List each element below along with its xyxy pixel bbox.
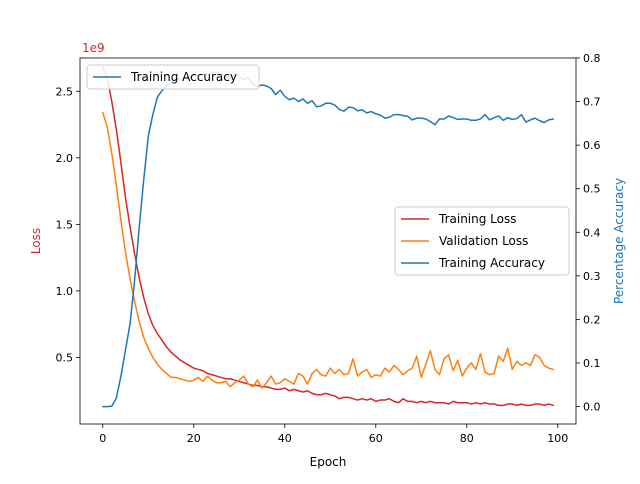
x-axis-label: Epoch (310, 455, 347, 469)
x-tick-label-1: 20 (187, 432, 201, 445)
x-tick-label-2: 40 (278, 432, 292, 445)
x-tick-label-0: 0 (99, 432, 106, 445)
legend-center-right: Training Loss Validation Loss Training A… (394, 206, 570, 276)
right-y-tick-label-3: 0.3 (583, 270, 601, 283)
right-y-tick-label-1: 0.1 (583, 357, 601, 370)
legend-label-validation-loss: Validation Loss (439, 234, 528, 248)
left-scale-text: 1e9 (82, 41, 105, 55)
left-y-tick-label-1: 1.0 (56, 285, 74, 298)
legend-label-training-accuracy-2: Training Accuracy (438, 256, 545, 270)
left-y-tick-label-4: 2.5 (56, 85, 74, 98)
legend-upper-left: Training Accuracy (86, 64, 260, 90)
left-y-tick-label-2: 1.5 (56, 218, 74, 231)
left-y-tick-label-3: 2.0 (56, 152, 74, 165)
right-y-tick-label-0: 0.0 (583, 401, 601, 414)
right-y-tick-label-5: 0.5 (583, 183, 601, 196)
right-y-tick-label-6: 0.6 (583, 139, 601, 152)
right-y-tick-label-2: 0.2 (583, 313, 601, 326)
x-tick-label-4: 80 (460, 432, 474, 445)
plot-frame (79, 57, 577, 425)
left-y-tick-label-0: 0.5 (56, 351, 74, 364)
axis-layer: 0 20 40 60 80 100 0.5 1.0 1.5 2.0 2.5 0.0 0.1 0.2 0.3 0… (56, 52, 601, 445)
series-line-validation-loss-1 (102, 111, 554, 389)
right-y-axis-label: Percentage Accuracy (612, 178, 626, 304)
x-tick-label-3: 60 (369, 432, 383, 445)
legend-center-right-frame (394, 206, 570, 276)
legend-upper-left-frame (86, 64, 260, 90)
legend-label-training-accuracy: Training Accuracy (130, 70, 237, 84)
x-tick-label-5: 100 (547, 432, 568, 445)
right-y-tick-label-8: 0.8 (583, 52, 601, 65)
right-y-tick-label-7: 0.7 (583, 96, 601, 109)
legend-label-training-loss: Training Loss (438, 212, 516, 226)
left-y-axis-label: Loss (29, 228, 43, 254)
series-line-training-loss-0 (102, 66, 554, 407)
right-y-tick-label-4: 0.4 (583, 226, 601, 239)
